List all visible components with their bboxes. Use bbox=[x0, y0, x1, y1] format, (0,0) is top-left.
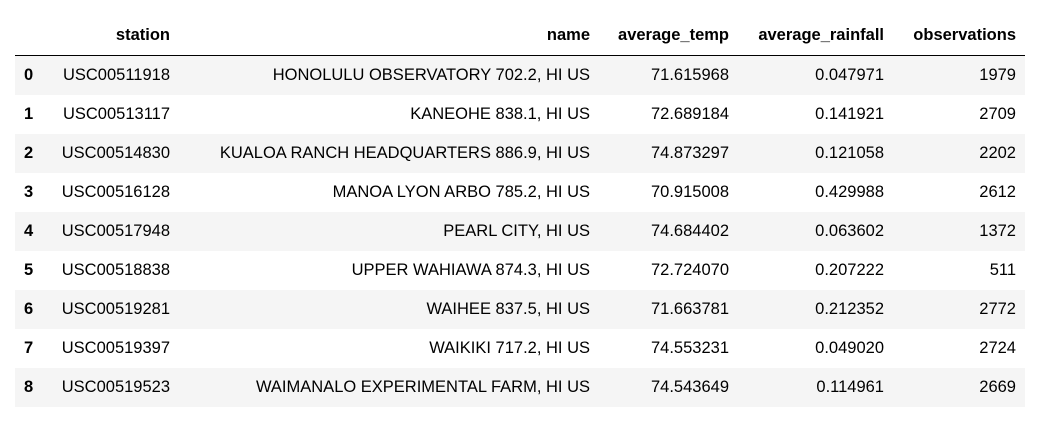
cell-name: KANEOHE 838.1, HI US bbox=[410, 105, 590, 123]
cell-average-temp: 71.663781 bbox=[651, 300, 729, 318]
header-index bbox=[15, 16, 44, 56]
cell-name: HONOLULU OBSERVATORY 702.2, HI US bbox=[272, 66, 590, 84]
cell-observations: 511 bbox=[989, 261, 1016, 279]
cell-average-rainfall: 0.063602 bbox=[815, 222, 884, 240]
cell-observations: 1979 bbox=[979, 66, 1016, 84]
cell-average-temp: 74.684402 bbox=[651, 222, 729, 240]
cell-station: USC00519397 bbox=[61, 339, 170, 357]
cell-average-rainfall: 0.429988 bbox=[815, 183, 884, 201]
cell-name: UPPER WAHIAWA 874.3, HI US bbox=[351, 261, 590, 279]
cell-average-temp: 74.553231 bbox=[651, 339, 729, 357]
cell-average-temp: 72.724070 bbox=[651, 261, 729, 279]
cell-station: USC00519281 bbox=[61, 300, 170, 318]
cell-name: PEARL CITY, HI US bbox=[443, 222, 590, 240]
row-index: 8 bbox=[24, 378, 34, 396]
header-average-rainfall: average_rainfall bbox=[738, 16, 893, 56]
cell-observations: 2669 bbox=[979, 378, 1016, 396]
cell-name: KUALOA RANCH HEADQUARTERS 886.9, HI US bbox=[219, 144, 590, 162]
cell-average-temp: 74.873297 bbox=[651, 144, 729, 162]
cell-average-rainfall: 0.114961 bbox=[816, 378, 884, 396]
row-index: 2 bbox=[24, 144, 34, 162]
header-name: name bbox=[179, 16, 599, 56]
table-body: 0 USC00511918 HONOLULU OBSERVATORY 702.2… bbox=[15, 55, 1025, 407]
cell-observations: 2202 bbox=[979, 144, 1016, 162]
row-index: 0 bbox=[24, 66, 34, 84]
cell-observations: 2724 bbox=[979, 339, 1016, 357]
cell-average-rainfall: 0.049020 bbox=[815, 339, 884, 357]
row-index: 5 bbox=[24, 261, 34, 279]
cell-observations: 2709 bbox=[979, 105, 1016, 123]
cell-average-rainfall: 0.141921 bbox=[815, 105, 884, 123]
table-row: 6 USC00519281 WAIHEE 837.5, HI US 71.663… bbox=[15, 290, 1025, 329]
cell-average-rainfall: 0.047971 bbox=[815, 66, 884, 84]
cell-average-rainfall: 0.212352 bbox=[815, 300, 884, 318]
cell-station: USC00518838 bbox=[61, 261, 170, 279]
row-index: 7 bbox=[24, 339, 34, 357]
cell-observations: 1372 bbox=[979, 222, 1016, 240]
header-average-temp: average_temp bbox=[599, 16, 738, 56]
cell-name: WAIKIKI 717.2, HI US bbox=[429, 339, 590, 357]
cell-observations: 2772 bbox=[979, 300, 1016, 318]
row-index: 3 bbox=[24, 183, 34, 201]
row-index: 1 bbox=[24, 105, 34, 123]
dataframe-table: station name average_temp average_rainfa… bbox=[15, 16, 1025, 407]
row-index: 4 bbox=[24, 222, 34, 240]
table-header: station name average_temp average_rainfa… bbox=[15, 16, 1025, 56]
table-row: 8 USC00519523 WAIMANALO EXPERIMENTAL FAR… bbox=[15, 368, 1025, 407]
table-row: 3 USC00516128 MANOA LYON ARBO 785.2, HI … bbox=[15, 173, 1025, 212]
table-row: 4 USC00517948 PEARL CITY, HI US 74.68440… bbox=[15, 212, 1025, 251]
cell-average-temp: 71.615968 bbox=[651, 66, 729, 84]
table-row: 7 USC00519397 WAIKIKI 717.2, HI US 74.55… bbox=[15, 329, 1025, 368]
cell-station: USC00511918 bbox=[62, 66, 170, 84]
cell-average-rainfall: 0.207222 bbox=[815, 261, 884, 279]
table-row: 5 USC00518838 UPPER WAHIAWA 874.3, HI US… bbox=[15, 251, 1025, 290]
cell-average-rainfall: 0.121058 bbox=[815, 144, 884, 162]
row-index: 6 bbox=[24, 300, 34, 318]
table-row: 1 USC00513117 KANEOHE 838.1, HI US 72.68… bbox=[15, 95, 1025, 134]
header-row: station name average_temp average_rainfa… bbox=[15, 16, 1025, 56]
header-observations: observations bbox=[893, 16, 1025, 56]
cell-average-temp: 74.543649 bbox=[651, 378, 729, 396]
dataframe-container: station name average_temp average_rainfa… bbox=[15, 16, 1025, 407]
header-station: station bbox=[44, 16, 179, 56]
table-row: 2 USC00514830 KUALOA RANCH HEADQUARTERS … bbox=[15, 134, 1025, 173]
cell-station: USC00517948 bbox=[61, 222, 170, 240]
cell-name: MANOA LYON ARBO 785.2, HI US bbox=[332, 183, 590, 201]
cell-station: USC00516128 bbox=[61, 183, 170, 201]
cell-average-temp: 72.689184 bbox=[651, 105, 729, 123]
cell-average-temp: 70.915008 bbox=[651, 183, 729, 201]
cell-name: WAIMANALO EXPERIMENTAL FARM, HI US bbox=[255, 378, 590, 396]
cell-station: USC00513117 bbox=[62, 105, 170, 123]
cell-name: WAIHEE 837.5, HI US bbox=[426, 300, 590, 318]
cell-observations: 2612 bbox=[979, 183, 1016, 201]
cell-station: USC00514830 bbox=[61, 144, 170, 162]
cell-station: USC00519523 bbox=[61, 378, 170, 396]
table-row: 0 USC00511918 HONOLULU OBSERVATORY 702.2… bbox=[15, 55, 1025, 95]
